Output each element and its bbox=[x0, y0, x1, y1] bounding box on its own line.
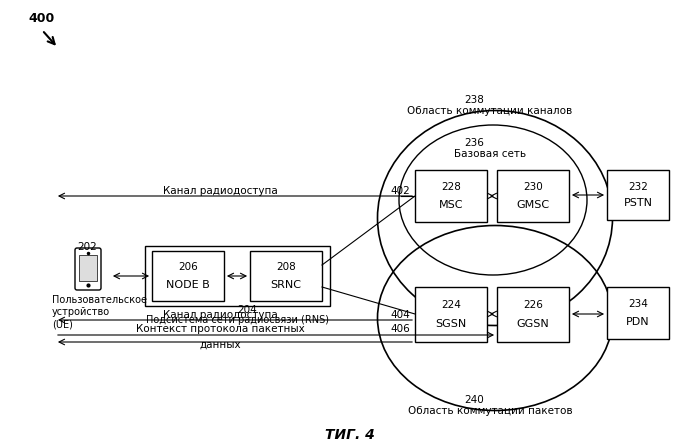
Text: Пользовательское
устройство
(UE): Пользовательское устройство (UE) bbox=[52, 295, 147, 330]
Bar bbox=[607, 287, 669, 339]
Text: 202: 202 bbox=[77, 242, 97, 252]
Text: Канал радиодоступа: Канал радиодоступа bbox=[162, 310, 277, 320]
Text: 230: 230 bbox=[523, 182, 543, 192]
Text: 206: 206 bbox=[178, 262, 198, 273]
Text: 228: 228 bbox=[441, 182, 461, 192]
Text: GGSN: GGSN bbox=[517, 319, 550, 329]
Text: SGSN: SGSN bbox=[435, 319, 467, 329]
Text: PSTN: PSTN bbox=[624, 198, 652, 208]
Text: 238: 238 bbox=[464, 95, 484, 105]
Text: ΤИГ. 4: ΤИГ. 4 bbox=[325, 428, 375, 442]
Text: 232: 232 bbox=[628, 181, 648, 191]
Text: Канал радиодоступа: Канал радиодоступа bbox=[162, 186, 277, 196]
Text: Базовая сеть: Базовая сеть bbox=[454, 149, 526, 159]
Text: 402: 402 bbox=[390, 186, 410, 196]
Bar bbox=[497, 287, 569, 342]
Bar bbox=[145, 246, 330, 306]
Text: PDN: PDN bbox=[626, 317, 650, 327]
Text: 406: 406 bbox=[390, 324, 410, 334]
Text: 400: 400 bbox=[28, 12, 55, 25]
Text: SRNC: SRNC bbox=[270, 279, 302, 290]
Bar bbox=[152, 251, 224, 301]
Bar bbox=[415, 287, 487, 342]
Bar bbox=[607, 170, 669, 220]
Bar bbox=[415, 170, 487, 222]
Text: 208: 208 bbox=[276, 262, 296, 273]
Bar bbox=[250, 251, 322, 301]
Text: 226: 226 bbox=[523, 300, 543, 310]
Text: MSC: MSC bbox=[439, 200, 463, 210]
Text: Область коммутации каналов: Область коммутации каналов bbox=[407, 106, 573, 116]
Text: Область коммутации пакетов: Область коммутации пакетов bbox=[407, 406, 573, 416]
Bar bbox=[497, 170, 569, 222]
Bar bbox=[79, 255, 97, 281]
Text: 404: 404 bbox=[390, 310, 410, 320]
Text: Контекст протокола пакетных: Контекст протокола пакетных bbox=[136, 324, 304, 334]
Text: данных: данных bbox=[199, 340, 241, 350]
FancyBboxPatch shape bbox=[75, 248, 101, 290]
Text: 240: 240 bbox=[464, 395, 484, 405]
Text: NODE B: NODE B bbox=[166, 279, 210, 290]
Text: GMSC: GMSC bbox=[517, 200, 550, 210]
Text: 204: 204 bbox=[237, 305, 257, 315]
Text: 236: 236 bbox=[464, 138, 484, 148]
Text: Подсистема сети радиосвязи (RNS): Подсистема сети радиосвязи (RNS) bbox=[146, 315, 328, 325]
Text: 224: 224 bbox=[441, 300, 461, 310]
Text: 234: 234 bbox=[628, 299, 648, 309]
